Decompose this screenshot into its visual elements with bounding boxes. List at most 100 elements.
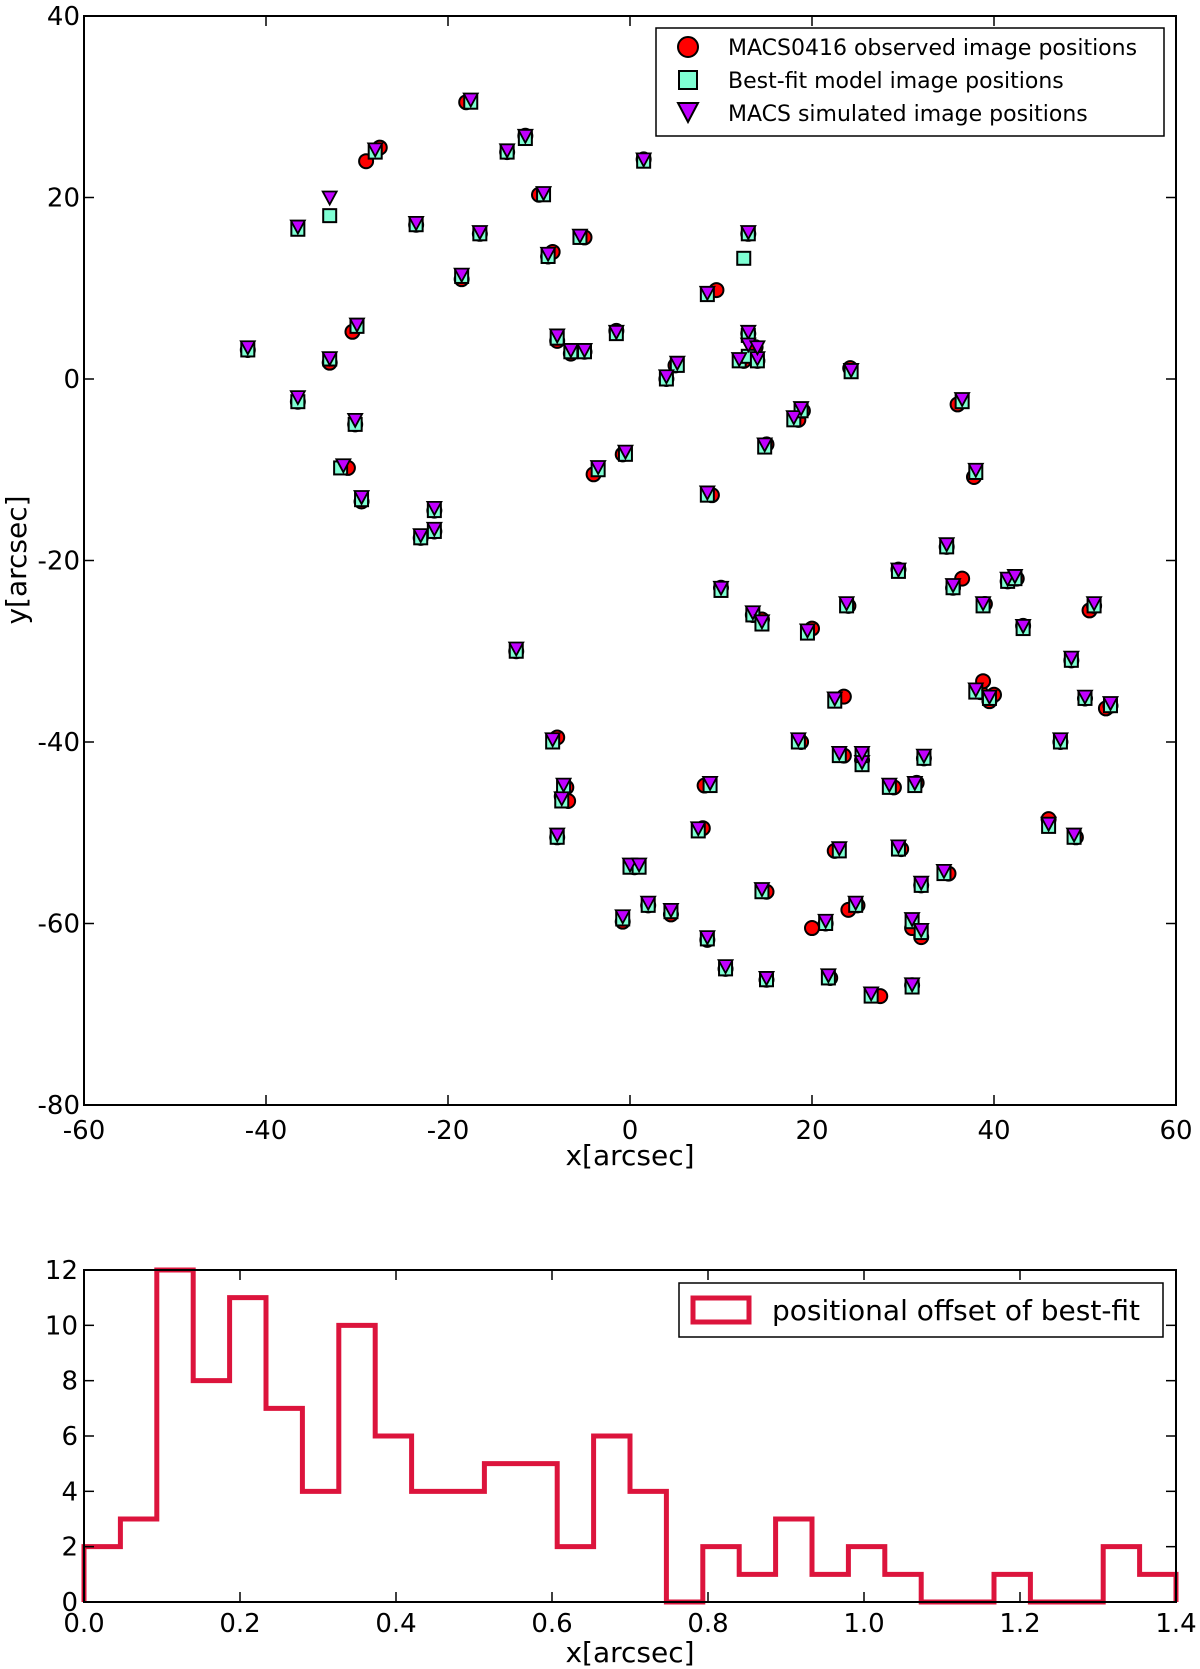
simulated-point [635, 152, 653, 169]
simulated-point [575, 343, 594, 359]
simulated-point [289, 219, 307, 236]
x-tick-label: -40 [245, 1116, 287, 1146]
simulated-point [938, 537, 956, 554]
simulated-point [657, 369, 675, 386]
hist-x-tick-label: 0.2 [219, 1609, 260, 1639]
scatter-x-axis-label: x[arcsec] [565, 1139, 694, 1172]
model-point [736, 250, 752, 266]
legend-square-marker [678, 70, 698, 90]
hist-x-tick-label: 1.2 [999, 1609, 1040, 1639]
y-tick-label: -40 [38, 728, 80, 758]
simulated-point [789, 732, 807, 749]
scatter-plot-frame [83, 15, 1177, 1106]
simulated-point [756, 437, 774, 454]
simulated-point [346, 412, 364, 429]
simulated-point [819, 968, 837, 985]
simulated-point [817, 913, 835, 930]
hist-x-tick-label: 0.4 [375, 1609, 416, 1639]
simulated-point [915, 748, 933, 765]
model-point [322, 208, 338, 224]
x-tick-label: -60 [63, 1116, 105, 1146]
simulated-point [980, 689, 998, 706]
simulated-point [425, 521, 443, 538]
simulated-point [701, 775, 719, 792]
simulated-point [471, 225, 489, 241]
simulated-point [562, 343, 580, 359]
simulated-point [744, 605, 762, 622]
legend-circle-marker [677, 36, 699, 58]
simulated-point [630, 857, 648, 874]
simulated-point [739, 324, 757, 341]
simulated-point [698, 485, 716, 502]
simulated-point [289, 390, 307, 407]
simulated-point [239, 340, 257, 357]
hist-y-tick-label: 0 [61, 1588, 78, 1618]
simulated-point [1085, 596, 1103, 613]
simulated-point [662, 902, 680, 919]
simulated-point [1065, 827, 1083, 844]
hist-x-tick-label: 0.0 [63, 1609, 104, 1639]
hist-y-tick-label: 10 [45, 1311, 78, 1341]
simulated-point [798, 623, 816, 640]
simulated-point [321, 351, 339, 368]
simulated-point [1040, 816, 1058, 833]
simulated-point [748, 340, 766, 357]
simulated-point [616, 444, 634, 461]
legend-histogram-swatch [690, 1295, 752, 1325]
simulated-point [792, 401, 810, 417]
simulated-point [498, 143, 516, 160]
legend-model-label: Best-fit model image positions [728, 69, 1064, 94]
hist-y-tick-label: 8 [61, 1367, 78, 1397]
simulated-point [974, 596, 992, 613]
simulated-point [757, 971, 776, 987]
histogram-x-axis-label: x[arcsec] [565, 1636, 694, 1669]
simulated-point [847, 895, 865, 912]
simulated-point [903, 977, 921, 994]
simulated-point [698, 930, 716, 947]
hist-y-tick-label: 12 [45, 1256, 78, 1286]
scatter-points [239, 92, 1119, 1005]
simulated-point [412, 528, 430, 544]
legend-triangle-marker [676, 102, 700, 125]
simulated-point [1101, 696, 1119, 712]
simulated-point [539, 246, 557, 263]
simulated-point [842, 363, 860, 379]
simulated-point [589, 460, 607, 476]
simulated-point [366, 142, 384, 159]
legend-observed-label: MACS0416 observed image positions [728, 36, 1137, 61]
simulated-point [462, 92, 480, 109]
simulated-point [717, 959, 735, 976]
simulated-point [826, 691, 844, 708]
y-tick-label: -80 [38, 1091, 80, 1121]
simulated-point [730, 352, 748, 368]
simulated-point [553, 791, 571, 808]
simulated-point [753, 882, 771, 898]
simulated-point [348, 317, 366, 334]
x-tick-label: -20 [427, 1116, 469, 1146]
simulated-point [889, 562, 907, 579]
y-tick-label: 0 [63, 365, 80, 395]
histogram-x-ticks: 0.0 0.2 0.4 0.6 0.8 1.0 1.2 1.4 [63, 1270, 1197, 1639]
simulated-point [571, 228, 589, 245]
scatter-y-ticks: -80 -60 -40 -20 0 20 40 [38, 2, 1176, 1121]
x-tick-label: 0 [622, 1116, 639, 1146]
hist-x-tick-label: 1.4 [1155, 1609, 1196, 1639]
simulated-point [753, 614, 771, 631]
x-tick-label: 40 [977, 1116, 1010, 1146]
legend-simulated-label: MACS simulated image positions [728, 102, 1088, 127]
simulated-point [967, 462, 985, 479]
simulated-point [903, 912, 921, 928]
simulated-point [334, 458, 352, 475]
legend-histogram-label: positional offset of best-fit [772, 1294, 1140, 1327]
simulated-point [353, 490, 371, 506]
scatter-y-axis-label: y[arcsec] [0, 495, 33, 624]
y-tick-label: -60 [38, 910, 80, 940]
y-tick-label: 20 [47, 184, 80, 214]
simulated-point [607, 324, 625, 341]
simulated-point [906, 775, 924, 792]
simulated-point [935, 863, 953, 880]
simulated-point [967, 682, 985, 699]
histogram-legend: positional offset of best-fit [678, 1282, 1164, 1338]
hist-y-tick-label: 2 [61, 1533, 78, 1563]
